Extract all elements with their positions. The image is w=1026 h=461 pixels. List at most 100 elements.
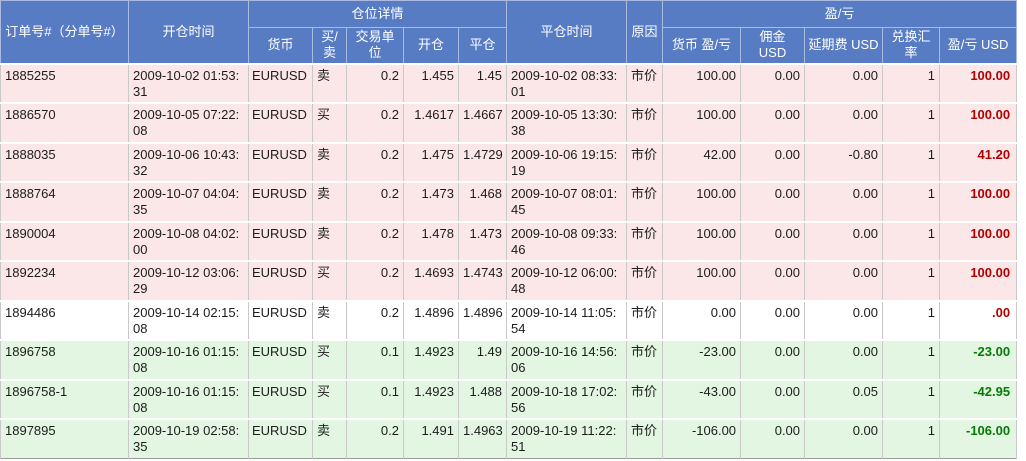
- cell-order-id: 1896758-1: [0, 378, 129, 419]
- col-header-currency-pl: 货币 盈/亏: [662, 27, 742, 64]
- cell-reason: 市价: [626, 378, 664, 419]
- cell-close-price: 1.4729: [457, 141, 508, 182]
- cell-open-time: 2009-10-08 04:02:00: [128, 220, 249, 261]
- cell-currency-pl: 42.00: [662, 141, 742, 182]
- cell-trade-unit: 0.1: [346, 339, 404, 380]
- cell-currency-pl: 100.00: [662, 62, 742, 103]
- cell-exchange-rate: 1: [882, 220, 941, 261]
- col-header-close-time: 平仓时间: [506, 0, 628, 64]
- cell-buy-sell: 卖: [312, 141, 347, 182]
- cell-pl-usd: -23.00: [939, 339, 1018, 380]
- cell-close-price: 1.488: [457, 378, 508, 419]
- cell-open-time: 2009-10-06 10:43:32: [128, 141, 249, 182]
- cell-trade-unit: 0.1: [346, 378, 404, 419]
- cell-open-time: 2009-10-16 01:15:08: [128, 378, 249, 419]
- cell-close-price: 1.4743: [457, 260, 508, 301]
- cell-buy-sell: 卖: [312, 181, 347, 222]
- cell-currency: EURUSD: [248, 102, 313, 143]
- cell-pl-usd: 100.00: [939, 220, 1018, 261]
- cell-open-time: 2009-10-14 02:15:08: [128, 299, 249, 340]
- cell-pl-usd: 100.00: [939, 181, 1018, 222]
- cell-order-id: 1897895: [0, 418, 129, 458]
- cell-open-price: 1.473: [403, 181, 459, 222]
- cell-commission-usd: 0.00: [740, 181, 806, 222]
- cell-open-time: 2009-10-19 02:58:35: [128, 418, 249, 458]
- cell-close-price: 1.45: [457, 62, 508, 103]
- cell-reason: 市价: [626, 141, 664, 182]
- cell-buy-sell: 买: [312, 102, 347, 143]
- cell-currency-pl: 100.00: [662, 260, 742, 301]
- cell-open-time: 2009-10-02 01:53:31: [128, 62, 249, 103]
- cell-currency: EURUSD: [248, 141, 313, 182]
- cell-buy-sell: 卖: [312, 220, 347, 261]
- cell-open-price: 1.475: [403, 141, 459, 182]
- col-header-trade-unit: 交易单位: [346, 27, 404, 64]
- cell-trade-unit: 0.2: [346, 220, 404, 261]
- cell-rollover-usd: 0.00: [804, 299, 884, 340]
- col-header-buy-sell: 买/卖: [312, 27, 347, 64]
- cell-close-price: 1.468: [457, 181, 508, 222]
- cell-rollover-usd: -0.80: [804, 141, 884, 182]
- cell-open-price: 1.491: [403, 418, 459, 458]
- cell-trade-unit: 0.2: [346, 418, 404, 458]
- cell-currency-pl: 0.00: [662, 299, 742, 340]
- cell-close-time: 2009-10-12 06:00:48: [506, 260, 628, 301]
- cell-close-price: 1.4896: [457, 299, 508, 340]
- table-row: 1894486 2009-10-14 02:15:08 EURUSD 卖 0.2…: [0, 299, 1018, 340]
- cell-rollover-usd: 0.00: [804, 418, 884, 458]
- cell-commission-usd: 0.00: [740, 102, 806, 143]
- cell-currency-pl: -106.00: [662, 418, 742, 458]
- cell-open-price: 1.4617: [403, 102, 459, 143]
- cell-open-price: 1.4923: [403, 339, 459, 380]
- col-header-open-price: 开仓: [403, 27, 459, 64]
- cell-currency-pl: 100.00: [662, 181, 742, 222]
- cell-rollover-usd: 0.00: [804, 260, 884, 301]
- cell-buy-sell: 买: [312, 260, 347, 301]
- cell-currency: EURUSD: [248, 62, 313, 103]
- cell-close-time: 2009-10-02 08:33:01: [506, 62, 628, 103]
- cell-order-id: 1885255: [0, 62, 129, 103]
- cell-close-time: 2009-10-14 11:05:54: [506, 299, 628, 340]
- cell-close-time: 2009-10-05 13:30:38: [506, 102, 628, 143]
- cell-pl-usd: -42.95: [939, 378, 1018, 419]
- cell-exchange-rate: 1: [882, 181, 941, 222]
- col-header-rollover-usd: 延期费 USD: [804, 27, 884, 64]
- cell-buy-sell: 卖: [312, 62, 347, 103]
- cell-exchange-rate: 1: [882, 62, 941, 103]
- cell-trade-unit: 0.2: [346, 181, 404, 222]
- cell-order-id: 1886570: [0, 102, 129, 143]
- cell-buy-sell: 买: [312, 378, 347, 419]
- cell-buy-sell: 卖: [312, 299, 347, 340]
- cell-order-id: 1890004: [0, 220, 129, 261]
- cell-commission-usd: 0.00: [740, 299, 806, 340]
- cell-exchange-rate: 1: [882, 141, 941, 182]
- cell-reason: 市价: [626, 220, 664, 261]
- cell-close-time: 2009-10-08 09:33:46: [506, 220, 628, 261]
- cell-currency-pl: 100.00: [662, 220, 742, 261]
- cell-exchange-rate: 1: [882, 102, 941, 143]
- cell-close-price: 1.49: [457, 339, 508, 380]
- col-header-commission-usd: 佣金 USD: [740, 27, 806, 64]
- cell-rollover-usd: 0.00: [804, 339, 884, 380]
- table-body: 1885255 2009-10-02 01:53:31 EURUSD 卖 0.2…: [0, 62, 1018, 458]
- cell-commission-usd: 0.00: [740, 220, 806, 261]
- cell-reason: 市价: [626, 339, 664, 380]
- col-group-position-details: 仓位详情: [247, 0, 508, 28]
- cell-exchange-rate: 1: [882, 260, 941, 301]
- cell-commission-usd: 0.00: [740, 378, 806, 419]
- col-group-profit-loss: 盈/亏: [662, 0, 1018, 28]
- cell-exchange-rate: 1: [882, 378, 941, 419]
- cell-pl-usd: -106.00: [939, 418, 1018, 458]
- cell-reason: 市价: [626, 299, 664, 340]
- cell-commission-usd: 0.00: [740, 260, 806, 301]
- cell-open-price: 1.4693: [403, 260, 459, 301]
- table-row: 1886570 2009-10-05 07:22:08 EURUSD 买 0.2…: [0, 102, 1018, 143]
- cell-pl-usd: 100.00: [939, 102, 1018, 143]
- cell-commission-usd: 0.00: [740, 62, 806, 103]
- table-row: 1896758-1 2009-10-16 01:15:08 EURUSD 买 0…: [0, 378, 1018, 419]
- cell-close-time: 2009-10-18 17:02:56: [506, 378, 628, 419]
- cell-commission-usd: 0.00: [740, 339, 806, 380]
- cell-close-time: 2009-10-16 14:56:06: [506, 339, 628, 380]
- cell-rollover-usd: 0.00: [804, 102, 884, 143]
